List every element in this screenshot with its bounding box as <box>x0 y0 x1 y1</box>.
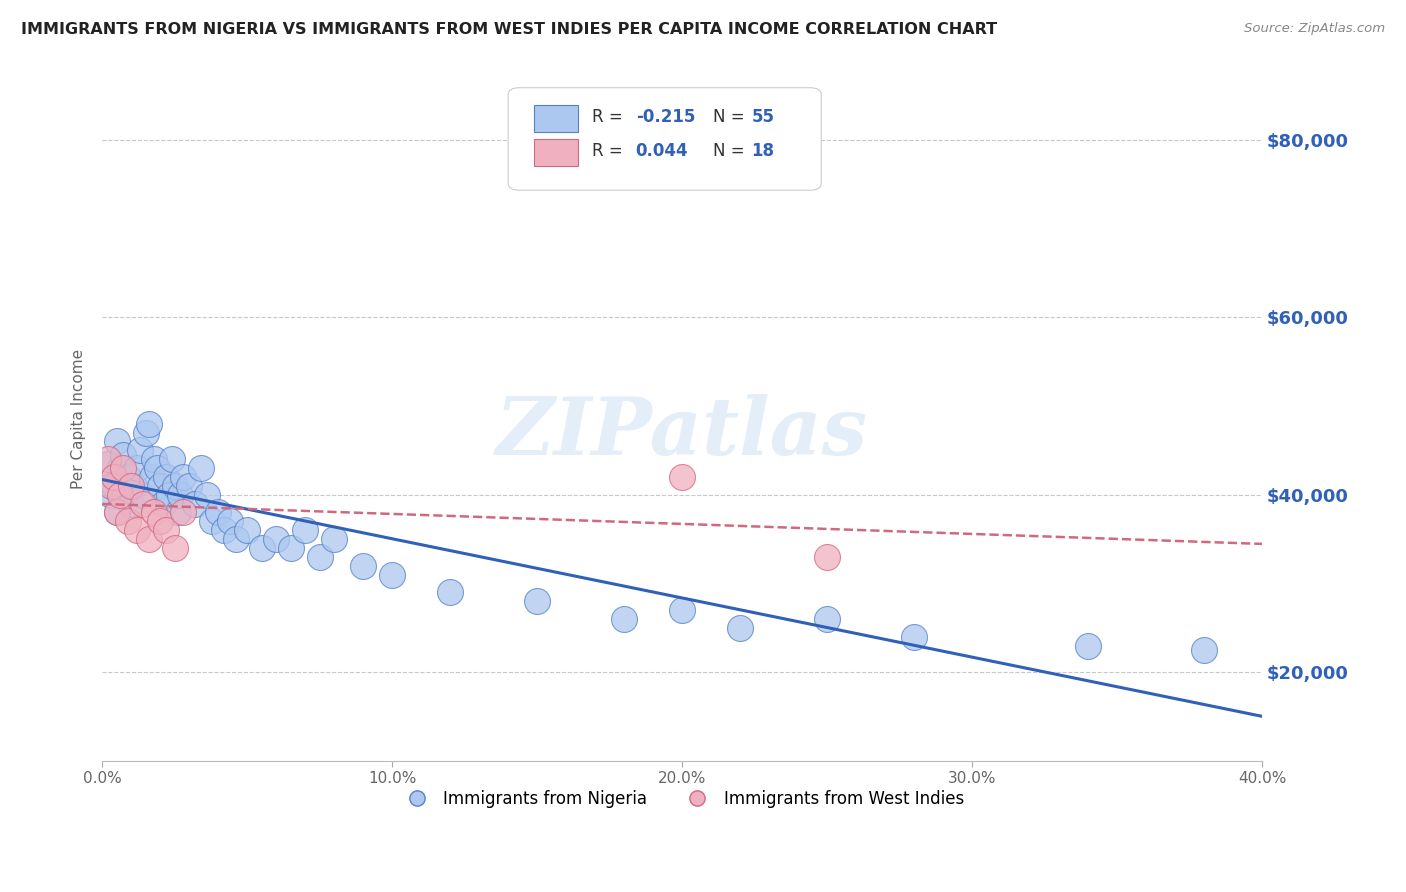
Text: N =: N = <box>713 142 751 161</box>
Text: Source: ZipAtlas.com: Source: ZipAtlas.com <box>1244 22 1385 36</box>
Point <box>172 506 194 520</box>
Text: -0.215: -0.215 <box>636 108 695 126</box>
Point <box>308 549 330 564</box>
Point <box>184 497 207 511</box>
Legend: Immigrants from Nigeria, Immigrants from West Indies: Immigrants from Nigeria, Immigrants from… <box>394 783 972 814</box>
Point <box>172 470 194 484</box>
Point <box>294 523 316 537</box>
Point <box>1192 643 1215 657</box>
Point <box>108 488 131 502</box>
Point <box>190 461 212 475</box>
Point <box>201 514 224 528</box>
Point <box>163 541 186 555</box>
Point <box>117 470 139 484</box>
Point <box>120 497 142 511</box>
Point <box>122 479 145 493</box>
Point <box>125 523 148 537</box>
Point <box>250 541 273 555</box>
Text: 0.044: 0.044 <box>636 142 689 161</box>
Text: IMMIGRANTS FROM NIGERIA VS IMMIGRANTS FROM WEST INDIES PER CAPITA INCOME CORRELA: IMMIGRANTS FROM NIGERIA VS IMMIGRANTS FR… <box>21 22 997 37</box>
Point <box>108 461 131 475</box>
Point <box>105 506 128 520</box>
Point <box>111 448 134 462</box>
Point <box>169 488 191 502</box>
Point <box>125 461 148 475</box>
Point <box>103 479 125 493</box>
Point <box>143 452 166 467</box>
Point <box>728 621 751 635</box>
Point <box>129 443 152 458</box>
Point <box>111 461 134 475</box>
Y-axis label: Per Capita Income: Per Capita Income <box>72 349 86 490</box>
Point <box>903 630 925 644</box>
Point <box>138 532 160 546</box>
Point <box>613 612 636 626</box>
Point <box>138 417 160 431</box>
Point <box>120 479 142 493</box>
Point <box>1077 639 1099 653</box>
Point <box>163 479 186 493</box>
Point <box>218 514 240 528</box>
Text: R =: R = <box>592 108 627 126</box>
Point <box>105 434 128 449</box>
FancyBboxPatch shape <box>508 87 821 190</box>
Point <box>100 479 122 493</box>
Point <box>671 603 693 617</box>
Point <box>381 567 404 582</box>
Point <box>135 425 157 440</box>
Point <box>132 488 155 502</box>
Point <box>212 523 235 537</box>
Point <box>671 470 693 484</box>
Text: ZIPatlas: ZIPatlas <box>496 394 868 472</box>
Point <box>132 497 155 511</box>
FancyBboxPatch shape <box>534 139 578 166</box>
Point <box>439 585 461 599</box>
Point <box>149 479 172 493</box>
Point <box>352 558 374 573</box>
Point <box>157 488 180 502</box>
Point <box>236 523 259 537</box>
Point <box>100 488 122 502</box>
Point <box>149 514 172 528</box>
Point <box>815 612 838 626</box>
Point <box>155 523 177 537</box>
Point <box>815 549 838 564</box>
Point <box>526 594 548 608</box>
Point <box>179 479 201 493</box>
Point <box>105 506 128 520</box>
Point <box>166 506 188 520</box>
Point <box>97 452 120 467</box>
Point <box>146 461 169 475</box>
FancyBboxPatch shape <box>534 104 578 132</box>
Point <box>152 497 174 511</box>
Point <box>103 470 125 484</box>
Text: N =: N = <box>713 108 751 126</box>
Point <box>141 470 163 484</box>
Point <box>117 514 139 528</box>
Point <box>225 532 247 546</box>
Text: 55: 55 <box>752 108 775 126</box>
Point <box>195 488 218 502</box>
Point <box>97 457 120 471</box>
Point <box>280 541 302 555</box>
Point <box>323 532 346 546</box>
Point <box>143 506 166 520</box>
Text: R =: R = <box>592 142 627 161</box>
Point <box>264 532 287 546</box>
Point <box>114 488 136 502</box>
Point <box>155 470 177 484</box>
Point <box>160 452 183 467</box>
Point <box>207 506 229 520</box>
Text: 18: 18 <box>752 142 775 161</box>
